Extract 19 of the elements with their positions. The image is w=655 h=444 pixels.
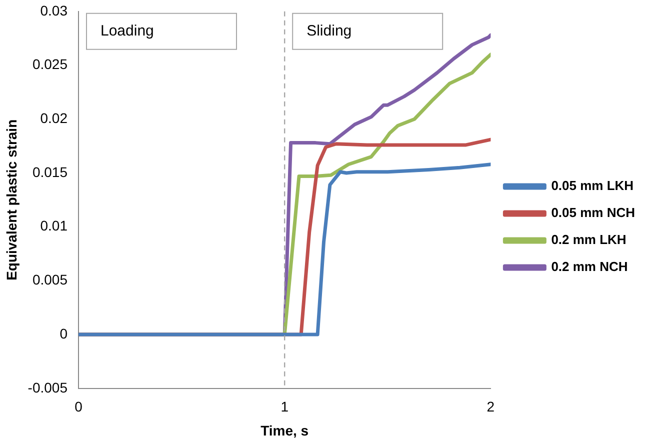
y-axis-title: Equivalent plastic strain (3, 119, 20, 280)
y-tick-label: 0.005 (32, 272, 68, 288)
x-tick-label: 1 (280, 398, 289, 415)
y-tick-label: 0 (60, 325, 68, 342)
legend-label: 0.05 mm NCH (551, 205, 636, 220)
legend-label: 0.2 mm LKH (551, 232, 626, 248)
annotation: Sliding (306, 22, 352, 40)
annotation: Loading (100, 22, 154, 40)
x-axis-title: Time, s (260, 422, 309, 438)
y-tick-label: 0.01 (40, 218, 68, 234)
y-tick-label: 0.015 (32, 164, 68, 180)
x-tick-label: 2 (486, 398, 495, 415)
x-tick-label: 0 (74, 398, 83, 415)
legend-label: 0.2 mm NCH (551, 259, 628, 274)
y-tick-label: 0.025 (32, 56, 68, 72)
y-tick-label: -0.005 (28, 379, 68, 396)
legend-label: 0.05 mm LKH (551, 178, 634, 194)
y-tick-label: 0.02 (40, 110, 68, 126)
y-tick-label: 0.03 (40, 2, 68, 18)
